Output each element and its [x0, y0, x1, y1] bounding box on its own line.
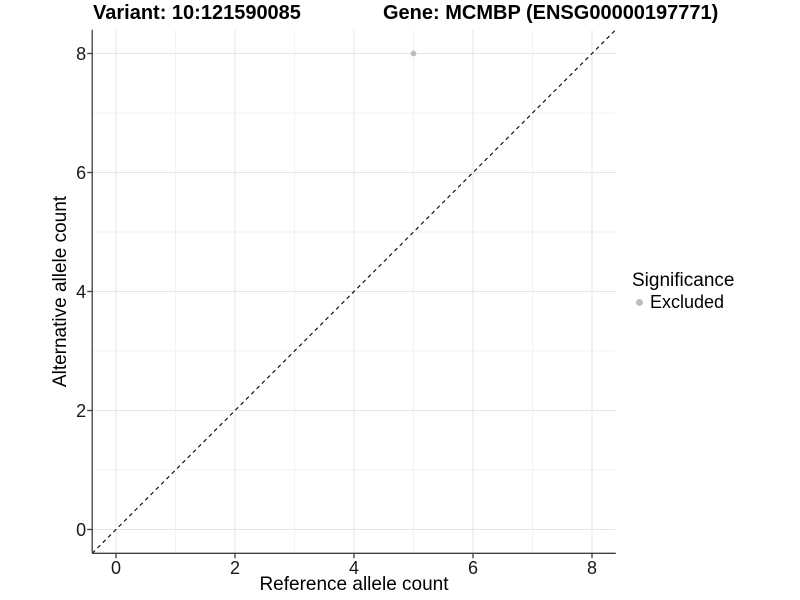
y-tick-label: 4 — [76, 282, 86, 302]
legend-item-excluded: Excluded — [632, 293, 734, 311]
legend-item-label: Excluded — [650, 292, 725, 312]
x-axis-title: Reference allele count — [259, 574, 449, 595]
legend-key-dot — [636, 298, 643, 306]
legend: Significance Excluded — [632, 270, 735, 312]
y-tick-label: 8 — [76, 44, 86, 64]
x-tick-label: 0 — [111, 558, 121, 578]
y-tick-label: 0 — [76, 520, 86, 540]
x-tick-label: 8 — [587, 558, 597, 578]
y-tick-label: 6 — [76, 163, 86, 183]
data-point — [410, 50, 417, 57]
x-tick-label: 6 — [468, 558, 478, 578]
y-axis-title: Alternative allele count — [50, 195, 71, 387]
y-tick-label: 2 — [76, 401, 86, 421]
x-tick-label: 4 — [349, 558, 359, 578]
legend-title: Significance — [632, 270, 735, 291]
gene-title: Gene: MCMBP (ENSG00000197771) — [383, 2, 719, 24]
x-tick-label: 2 — [230, 558, 240, 578]
identity-line — [91, 29, 617, 554]
variant-title: Variant: 10:121590085 — [93, 2, 301, 24]
